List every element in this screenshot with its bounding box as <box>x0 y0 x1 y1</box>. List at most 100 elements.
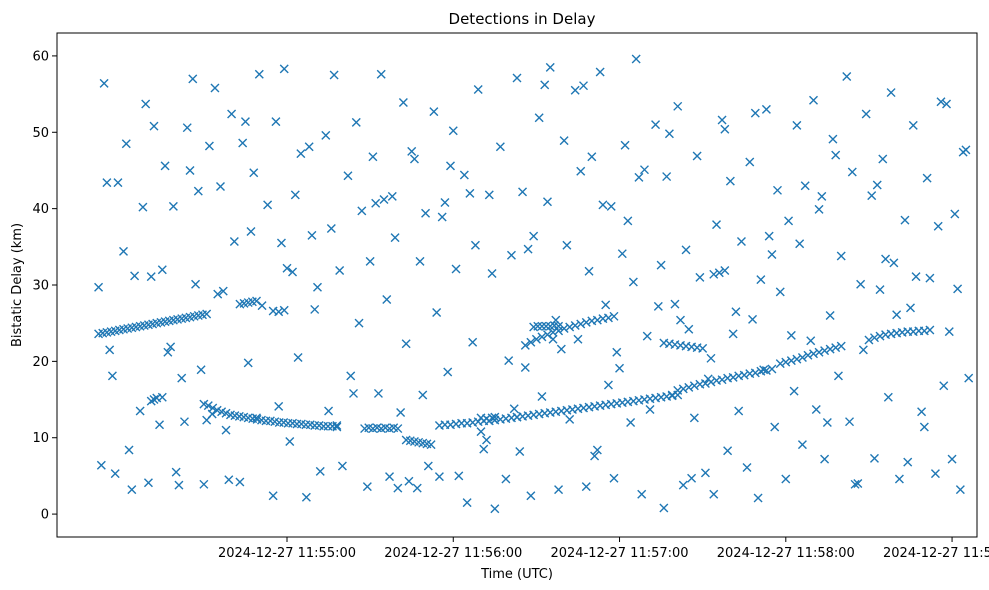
scatter-point-marker <box>398 97 408 107</box>
track-point-marker <box>767 364 777 374</box>
scatter-point-marker <box>288 267 298 277</box>
scatter-point-marker <box>695 272 705 282</box>
track-point-marker <box>603 313 613 323</box>
scatter-point-marker <box>745 157 755 167</box>
track-point-marker <box>709 269 719 279</box>
track-point-marker <box>761 366 771 376</box>
scatter-point-marker <box>382 295 392 305</box>
scatter-point-marker <box>462 498 472 508</box>
scatter-point-marker <box>166 342 176 352</box>
scatter-point-marker <box>936 97 946 107</box>
scatter-point-marker <box>454 471 464 481</box>
scatter-point-marker <box>947 454 957 464</box>
scatter-point-marker <box>642 331 652 341</box>
track-point-marker <box>487 413 497 423</box>
scatter-point-marker <box>119 246 129 256</box>
track-point-marker <box>541 321 551 331</box>
track-point-marker <box>149 395 159 405</box>
scatter-point-marker <box>396 408 406 418</box>
x-axis-label: Time (UTC) <box>480 567 553 582</box>
scatter-point-marker <box>908 120 918 130</box>
track-point-marker <box>797 353 807 363</box>
scatter-point-marker <box>867 191 877 201</box>
x-tick-label: 2024-12-27 11:55:00 <box>218 546 356 561</box>
track-point-marker <box>274 307 284 317</box>
track-point-marker <box>714 268 724 278</box>
scatter-point-marker <box>495 142 505 152</box>
scatter-point-marker <box>157 265 167 275</box>
scatter-point-marker <box>609 473 619 483</box>
scatter-point-marker <box>168 201 178 211</box>
scatter-point-marker <box>240 117 250 127</box>
scatter-point-marker <box>279 64 289 74</box>
scatter-point-marker <box>188 74 198 84</box>
track-point-marker <box>332 422 342 432</box>
track-point-marker <box>720 265 730 275</box>
scatter-point-marker <box>930 469 940 479</box>
scatter-point-marker <box>817 191 827 201</box>
scatter-point-marker <box>143 478 153 488</box>
y-axis-label: Bistatic Delay (km) <box>10 223 25 347</box>
scatter-point-marker <box>584 266 594 276</box>
scatter-point-marker <box>227 109 237 119</box>
chart-title: Detections in Delay <box>449 10 596 28</box>
track-point-marker <box>831 343 841 353</box>
scatter-point-marker <box>473 85 483 95</box>
scatter-point-marker <box>537 391 547 401</box>
scatter-point-marker <box>482 435 492 445</box>
scatter-point-marker <box>889 258 899 268</box>
scatter-point-marker <box>662 172 672 182</box>
scatter-point-marker <box>315 466 325 476</box>
scatter-point-marker <box>257 301 267 311</box>
x-tick-label: 2024-12-27 11:58:00 <box>717 546 855 561</box>
scatter-point-marker <box>354 318 364 328</box>
scatter-point-marker <box>756 275 766 285</box>
track-point-marker <box>592 315 602 325</box>
scatter-point-marker <box>925 273 935 283</box>
scatter-point-marker <box>451 264 461 274</box>
scatter-point-marker <box>651 120 661 130</box>
track-point-marker <box>775 359 785 369</box>
track-point-marker <box>533 321 543 331</box>
scatter-point-marker <box>731 307 741 317</box>
scatter-point-marker <box>579 81 589 91</box>
scatter-point-marker <box>202 415 212 425</box>
scatter-point-marker <box>476 427 486 437</box>
scatter-point-marker <box>664 129 674 139</box>
scatter-point-marker <box>246 227 256 237</box>
scatter-point-marker <box>551 315 561 325</box>
plot-frame <box>56 32 978 538</box>
scatter-point-marker <box>337 461 347 471</box>
scatter-point-marker <box>432 307 442 317</box>
scatter-point-marker <box>210 83 220 93</box>
scatter-point-marker <box>285 437 295 447</box>
scatter-point-marker <box>673 101 683 111</box>
scatter-point-marker <box>326 223 336 233</box>
scatter-point-marker <box>717 115 727 125</box>
scatter-point-marker <box>307 230 317 240</box>
scatter-point-marker <box>504 356 514 366</box>
scatter-point-marker <box>520 362 530 372</box>
track-point-marker <box>537 321 547 331</box>
scatter-point-marker <box>612 347 622 357</box>
scatter-point-marker <box>490 504 500 514</box>
scatter-point-marker <box>459 170 469 180</box>
scatter-point-marker <box>321 130 331 140</box>
y-tick-label: 40 <box>32 202 49 217</box>
scatter-point-marker <box>373 388 383 398</box>
scatter-point-marker <box>293 353 303 363</box>
scatter-point-marker <box>869 453 879 463</box>
scatter-point-marker <box>393 483 403 493</box>
scatter-point-marker <box>160 161 170 171</box>
track-point-marker <box>820 346 830 356</box>
scatter-point-marker <box>96 460 106 470</box>
scatter-point-marker <box>371 198 381 208</box>
scatter-point-marker <box>681 245 691 255</box>
scatter-point-marker <box>659 503 669 513</box>
scatter-point-marker <box>351 117 361 127</box>
y-tick-label: 30 <box>32 279 49 294</box>
track-point-marker <box>520 340 530 350</box>
scatter-point-marker <box>479 444 489 454</box>
scatter-point-marker <box>628 277 638 287</box>
